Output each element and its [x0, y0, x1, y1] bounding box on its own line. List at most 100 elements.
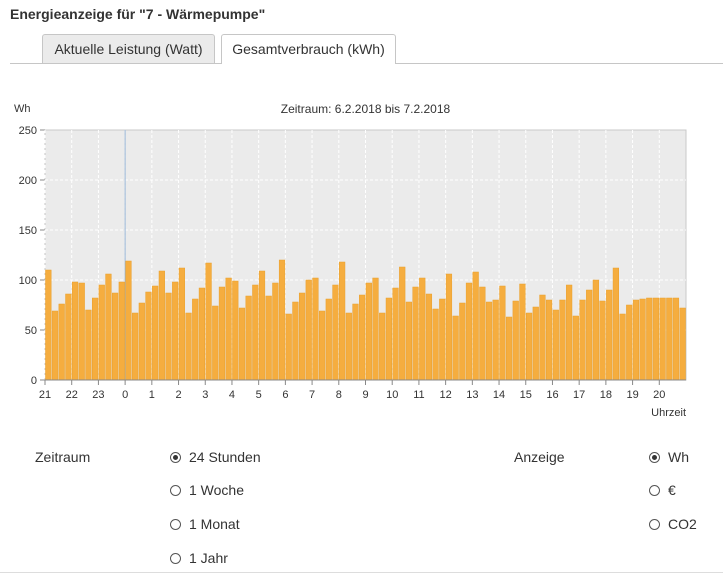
period-option-label: 24 Stunden — [189, 449, 261, 465]
x-tick-label: 22 — [66, 389, 78, 401]
chart-bar — [626, 304, 633, 381]
chart-bar — [305, 279, 312, 381]
chart-bar — [98, 284, 105, 381]
y-tick-label: 200 — [19, 175, 37, 187]
x-tick-label: 9 — [362, 389, 368, 401]
period-option-year[interactable]: 1 Jahr — [170, 548, 228, 568]
chart-bar — [519, 283, 526, 381]
chart-bar — [125, 260, 132, 381]
chart-bar — [192, 298, 199, 381]
chart-bar — [679, 307, 686, 381]
x-tick-label: 8 — [336, 389, 342, 401]
chart-bar — [372, 277, 379, 381]
chart-bar — [298, 292, 306, 381]
display-option-label: CO2 — [668, 516, 697, 532]
period-option-24h[interactable]: 24 Stunden — [170, 447, 261, 467]
chart-bar — [112, 292, 119, 381]
chart-bar — [158, 270, 165, 381]
x-tick-label: 20 — [653, 389, 665, 401]
radio-unchecked-icon — [649, 484, 660, 496]
page-title: Energieanzeige für "7 - Wärmepumpe" — [10, 6, 266, 22]
chart-bar — [666, 297, 673, 381]
display-option-wh[interactable]: Wh — [649, 447, 689, 467]
chart-bar — [91, 297, 99, 381]
chart-bar — [465, 282, 473, 381]
y-tick-label: 250 — [19, 125, 37, 137]
chart-bar — [365, 282, 372, 381]
chart-title: Zeitraum: 6.2.2018 bis 7.2.2018 — [281, 102, 451, 116]
x-tick-label: 11 — [413, 389, 424, 401]
chart-bar — [359, 294, 366, 381]
x-tick-label: 4 — [229, 389, 235, 401]
chart-bar — [552, 309, 559, 381]
chart-bar — [138, 302, 145, 381]
radio-checked-icon — [649, 451, 660, 463]
chart-bar — [145, 291, 152, 381]
chart-bar — [639, 298, 646, 381]
chart-bar — [265, 295, 272, 381]
period-option-week[interactable]: 1 Woche — [170, 480, 244, 500]
chart-bar — [566, 284, 573, 381]
bottom-divider — [0, 572, 723, 573]
period-option-label: 1 Woche — [189, 482, 244, 498]
chart-bar — [45, 269, 52, 381]
chart-bar — [345, 312, 352, 381]
chart-bar — [339, 261, 346, 381]
chart-bar — [312, 277, 319, 381]
x-tick-label: 23 — [92, 389, 104, 401]
chart-bar — [205, 262, 212, 381]
chart-bar — [472, 271, 479, 381]
chart-bar — [172, 281, 179, 381]
chart-bar — [452, 315, 459, 381]
chart-bar — [445, 273, 453, 381]
y-tick-label: 150 — [19, 225, 37, 237]
x-axis-label: Uhrzeit — [651, 407, 686, 419]
x-tick-label: 2 — [175, 389, 181, 401]
period-option-month[interactable]: 1 Monat — [170, 514, 240, 534]
display-option-co2[interactable]: CO2 — [649, 514, 697, 534]
x-tick-label: 7 — [309, 389, 315, 401]
x-tick-label: 16 — [546, 389, 558, 401]
chart-bar — [646, 297, 653, 381]
radio-unchecked-icon — [649, 518, 660, 530]
chart-bar — [385, 297, 392, 381]
chart-bar — [232, 280, 239, 381]
chart-bar — [559, 299, 566, 381]
chart-bar — [612, 267, 619, 381]
y-tick-label: 50 — [25, 325, 37, 337]
chart-bar — [85, 309, 92, 381]
tab-current-power[interactable]: Aktuelle Leistung (Watt) — [42, 34, 215, 63]
chart-bar — [539, 294, 546, 381]
chart-bar — [632, 299, 640, 381]
y-axis-unit-label: Wh — [14, 103, 31, 115]
x-tick-label: 5 — [256, 389, 262, 401]
chart-bar — [439, 298, 446, 381]
chart-bar — [572, 315, 579, 381]
chart-bar — [252, 284, 259, 381]
x-tick-label: 6 — [282, 389, 288, 401]
tab-total-consumption[interactable]: Gesamtverbrauch (kWh) — [221, 34, 396, 64]
chart-bar — [512, 300, 519, 381]
chart-bar — [58, 303, 65, 381]
chart-bar — [379, 312, 386, 381]
chart-bar — [492, 299, 499, 381]
y-tick-label: 100 — [19, 275, 37, 287]
tab-bar: Aktuelle Leistung (Watt) Gesamtverbrauch… — [0, 34, 723, 65]
chart-bar — [178, 267, 185, 381]
x-tick-label: 21 — [39, 389, 51, 401]
radio-checked-icon — [170, 451, 181, 463]
x-tick-label: 0 — [122, 389, 128, 401]
y-tick-label: 0 — [31, 375, 37, 387]
chart-bar — [352, 303, 359, 381]
chart-bar — [319, 310, 326, 381]
chart-bar — [132, 312, 139, 381]
x-tick-label: 12 — [440, 389, 452, 401]
chart-bar — [212, 305, 219, 381]
chart-bar — [105, 273, 112, 381]
chart-bar — [399, 266, 406, 381]
display-option-euro[interactable]: € — [649, 480, 676, 500]
chart-bar — [272, 282, 279, 381]
x-tick-label: 14 — [493, 389, 505, 401]
chart-bar — [292, 301, 299, 381]
x-tick-label: 3 — [202, 389, 208, 401]
